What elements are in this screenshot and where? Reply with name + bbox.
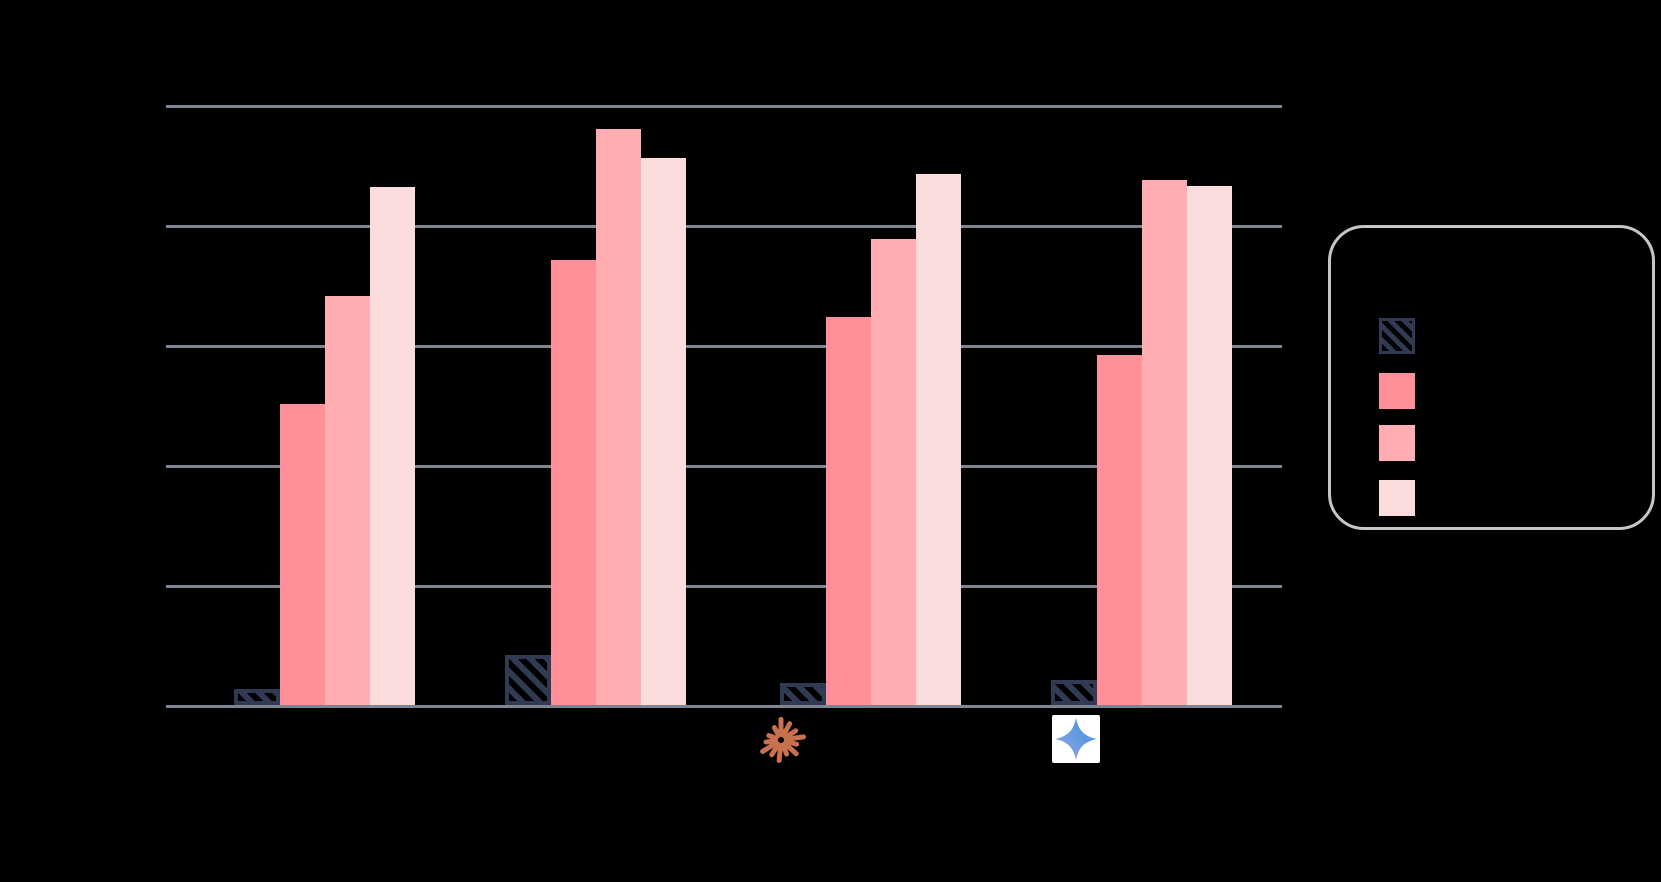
legend-box <box>1328 225 1655 530</box>
claude-starburst-icon <box>755 714 807 766</box>
gridline-2 <box>166 345 1282 348</box>
bar-group4-salmon <box>1097 355 1142 705</box>
bar-group2-salmon <box>551 260 596 705</box>
gridline-4 <box>166 585 1282 588</box>
legend-swatch-hatched-dark-navy <box>1379 318 1415 354</box>
legend-swatch-pale-pink <box>1379 480 1415 516</box>
bar-group1-hatched-dark-navy <box>234 689 280 705</box>
bar-group3-salmon <box>826 317 871 705</box>
bar-group2-medium-pink <box>596 129 641 705</box>
gemini-sparkle-icon <box>1052 715 1100 763</box>
gridline-1 <box>166 225 1282 228</box>
bar-group3-medium-pink <box>871 239 916 705</box>
bar-group3-pale-pink <box>916 174 961 705</box>
bar-group2-hatched-dark-navy <box>505 655 551 705</box>
bar-group1-salmon <box>280 404 325 705</box>
legend-swatch-salmon <box>1379 373 1415 409</box>
bar-group1-medium-pink <box>325 296 370 705</box>
bar-group4-hatched-dark-navy <box>1051 680 1097 705</box>
bar-group2-pale-pink <box>641 158 686 705</box>
legend-swatch-medium-pink <box>1379 425 1415 461</box>
gridline-3 <box>166 465 1282 468</box>
x-axis-line <box>166 705 1282 708</box>
bar-group4-pale-pink <box>1187 186 1232 705</box>
gridline-0 <box>166 105 1282 108</box>
bar-group1-pale-pink <box>370 187 415 705</box>
bar-group4-medium-pink <box>1142 180 1187 705</box>
bar-group3-hatched-dark-navy <box>780 683 826 705</box>
